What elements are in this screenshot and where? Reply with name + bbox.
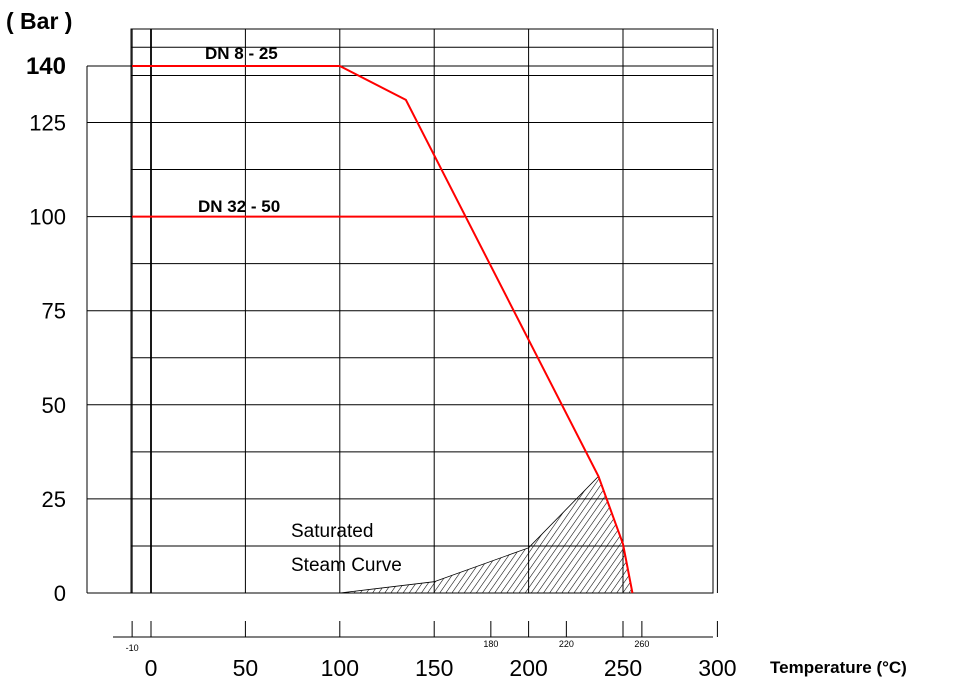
y-tick-label: 50 <box>42 393 66 418</box>
series-line-dn-8-25 <box>132 65 634 594</box>
x-axis-label: Temperature (°C) <box>770 658 907 677</box>
y-tick-label: 75 <box>42 299 66 324</box>
series-lines <box>132 65 634 594</box>
y-tick-label: 125 <box>29 111 66 136</box>
y-tick-label: 140 <box>26 53 66 80</box>
x-minor-tick-label: 220 <box>559 639 574 649</box>
x-tick-label: 100 <box>321 655 359 681</box>
x-minor-tick-label: 180 <box>483 639 498 649</box>
series-label-dn-32-50: DN 32 - 50 <box>198 197 280 216</box>
x-tick-label: 200 <box>509 655 547 681</box>
steam-curve-label-line1: Saturated <box>291 521 373 542</box>
x-tick-label: 150 <box>415 655 453 681</box>
y-tick-label: 0 <box>54 581 66 606</box>
x-tick-label: 50 <box>233 655 259 681</box>
y-tick-label: 100 <box>29 205 66 230</box>
x-tick-label: 300 <box>698 655 736 681</box>
x-tick-label: 0 <box>145 655 158 681</box>
x-tick-label: 250 <box>604 655 642 681</box>
x-minor-tick-label: -10 <box>126 643 139 653</box>
tick-labels: 0 25 50 75 100 125 140 0 50 100 150 200 250 300 -10 180… <box>26 53 737 681</box>
steam-curve-label-line2: Steam Curve <box>291 555 402 576</box>
y-axis-unit: ( Bar ) <box>6 8 72 34</box>
series-label-dn-8-25: DN 8 - 25 <box>205 44 278 63</box>
x-minor-tick-label: 260 <box>634 639 649 649</box>
y-tick-label: 25 <box>42 487 66 512</box>
